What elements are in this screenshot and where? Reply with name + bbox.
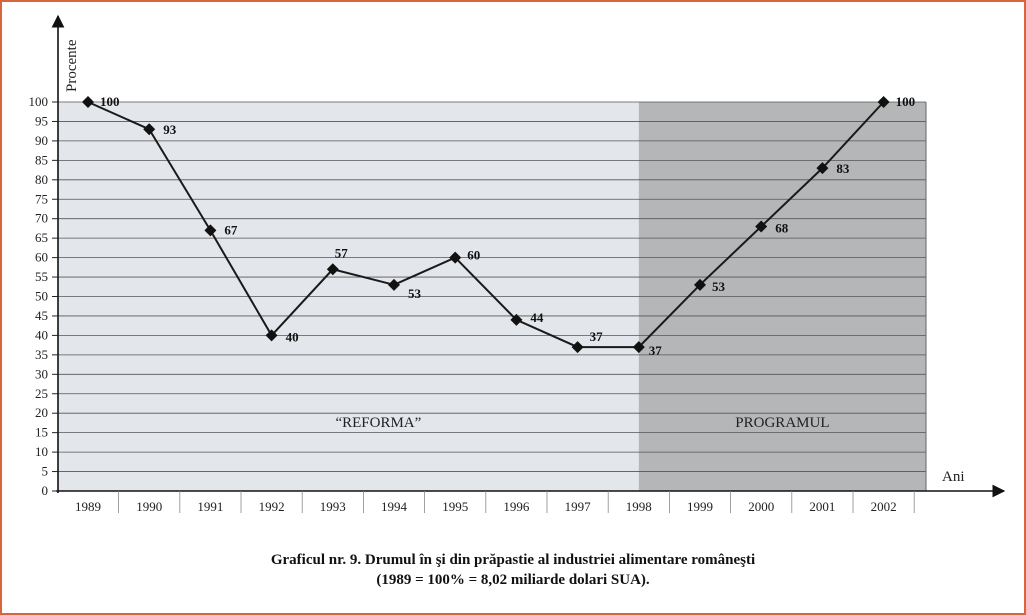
x-tick-label: 1992 bbox=[259, 499, 285, 514]
x-tick-label: 1998 bbox=[626, 499, 652, 514]
data-point-marker bbox=[388, 278, 400, 291]
x-axis-title: Ani bbox=[942, 469, 965, 485]
y-tick-label: 85 bbox=[35, 152, 48, 167]
data-point-marker bbox=[755, 220, 768, 233]
data-point-marker bbox=[816, 162, 829, 175]
gridlines bbox=[58, 101, 927, 491]
y-tick-label: 30 bbox=[35, 366, 48, 381]
data-label: 83 bbox=[836, 161, 850, 176]
data-series bbox=[82, 96, 890, 354]
data-point-marker bbox=[632, 341, 645, 354]
data-point-marker bbox=[265, 329, 278, 342]
data-point-marker bbox=[510, 313, 523, 326]
data-label: 68 bbox=[775, 220, 789, 235]
y-tick-label: 40 bbox=[35, 327, 48, 342]
caption-line-1: Graficul nr. 9. Drumul în şi din prăpast… bbox=[270, 552, 756, 568]
line-chart: “REFORMA” PROGRAMUL 0 5 10 15 20 25 30 35 40 45 50 5… bbox=[29, 14, 1006, 514]
data-label: 57 bbox=[335, 245, 349, 260]
data-label: 37 bbox=[649, 343, 663, 358]
y-tick-label: 55 bbox=[35, 269, 48, 284]
y-tick-label: 80 bbox=[35, 172, 48, 187]
y-tick-labels: 0 5 10 15 20 25 30 35 40 45 50 55 60 65 70 75 80 85 90 95 10… bbox=[29, 94, 58, 498]
y-tick-label: 65 bbox=[35, 230, 48, 245]
data-point-marker bbox=[571, 341, 584, 354]
data-label: 100 bbox=[100, 94, 120, 109]
x-tick-label: 2000 bbox=[748, 499, 774, 514]
x-tick-label: 1989 bbox=[75, 499, 101, 514]
y-tick-label: 10 bbox=[35, 444, 48, 459]
x-tick-label: 1996 bbox=[503, 499, 530, 514]
data-label: 60 bbox=[467, 248, 480, 263]
y-tick-label: 5 bbox=[42, 464, 49, 479]
data-label: 67 bbox=[224, 222, 238, 237]
x-tick-label: 1990 bbox=[136, 499, 162, 514]
x-tick-label: 1999 bbox=[687, 499, 713, 514]
data-point-marker bbox=[449, 251, 462, 264]
y-tick-label: 50 bbox=[35, 289, 48, 304]
y-axis-title: Procente bbox=[64, 39, 80, 92]
data-point-marker bbox=[143, 123, 156, 136]
x-tick-label: 1993 bbox=[320, 499, 346, 514]
data-point-marker bbox=[694, 278, 706, 291]
region-label-reforma: “REFORMA” bbox=[335, 415, 421, 431]
x-tick-label: 1991 bbox=[197, 499, 223, 514]
x-tick-label: 2002 bbox=[871, 499, 897, 514]
series-line bbox=[87, 101, 885, 349]
data-labels: 100 93 67 40 57 53 60 44 37 37 53 68 83 100 bbox=[100, 94, 915, 358]
x-tick-labels: 1989 1990 1991 1992 1993 1994 1995 1996 1997 1998… bbox=[75, 491, 915, 514]
data-label: 44 bbox=[530, 310, 544, 325]
y-tick-label: 45 bbox=[35, 308, 48, 323]
x-tick-label: 1995 bbox=[442, 499, 468, 514]
data-point-marker bbox=[204, 224, 217, 237]
y-tick-label: 75 bbox=[35, 191, 48, 206]
y-tick-label: 90 bbox=[35, 133, 48, 148]
data-point-marker bbox=[326, 263, 339, 276]
data-label: 53 bbox=[408, 286, 422, 301]
data-label: 37 bbox=[590, 329, 604, 344]
y-tick-label: 100 bbox=[29, 94, 49, 109]
y-tick-label: 35 bbox=[35, 347, 48, 362]
x-tick-label: 2001 bbox=[809, 499, 835, 514]
y-tick-label: 60 bbox=[35, 250, 48, 265]
y-tick-label: 15 bbox=[35, 425, 48, 440]
y-tick-label: 20 bbox=[35, 405, 48, 420]
data-point-marker bbox=[82, 96, 94, 108]
y-tick-label: 25 bbox=[35, 386, 48, 401]
data-label: 93 bbox=[163, 122, 177, 137]
x-tick-label: 1994 bbox=[381, 499, 408, 514]
data-label: 53 bbox=[712, 279, 726, 294]
data-label: 40 bbox=[286, 329, 299, 344]
y-tick-label: 95 bbox=[35, 113, 48, 128]
data-point-marker bbox=[877, 96, 890, 108]
figure-caption: Graficul nr. 9. Drumul în şi din prăpast… bbox=[0, 550, 1026, 590]
caption-line-2: (1989 = 100% = 8,02 miliarde dolari SUA)… bbox=[376, 572, 650, 588]
x-tick-label: 1997 bbox=[565, 499, 592, 514]
region-label-programul: PROGRAMUL bbox=[735, 415, 829, 431]
y-tick-label: 70 bbox=[35, 211, 48, 226]
data-label: 100 bbox=[896, 94, 916, 109]
y-tick-label: 0 bbox=[42, 483, 49, 498]
